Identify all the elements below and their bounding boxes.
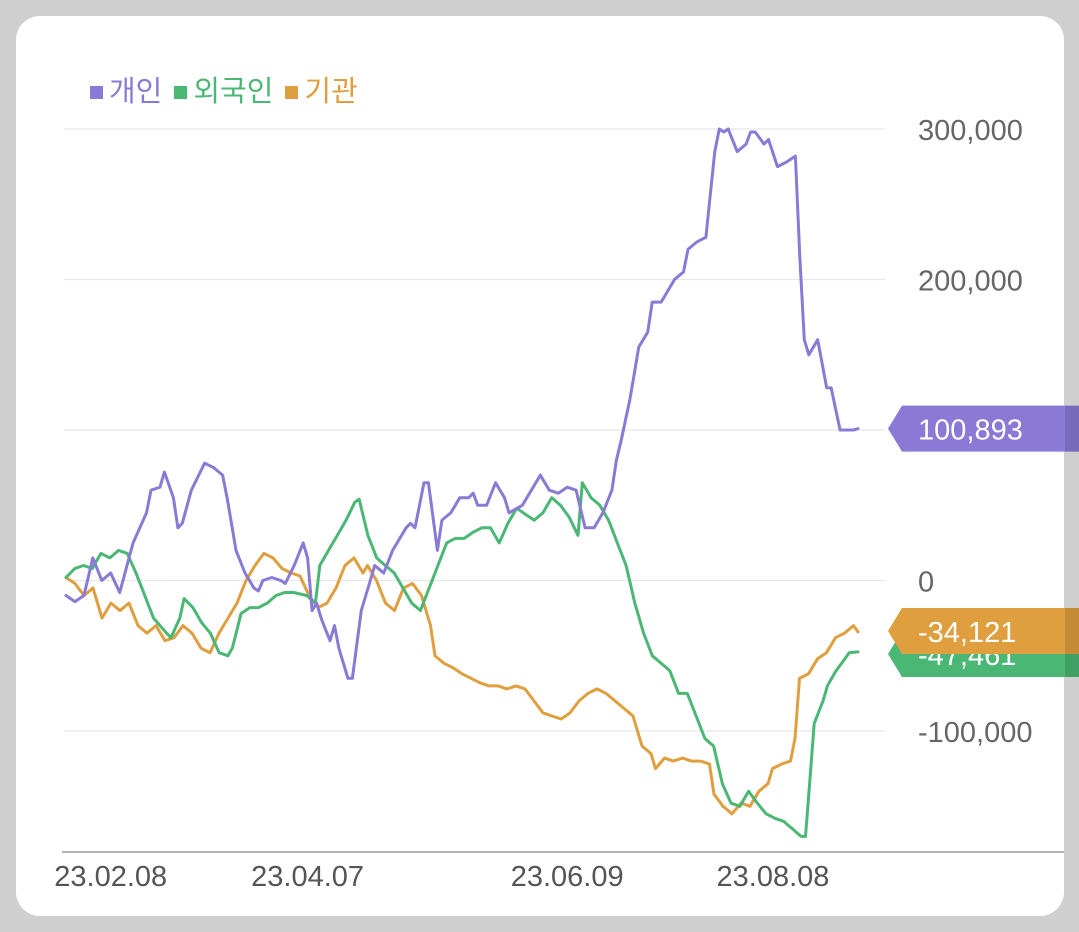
legend-label-institution: 기관 (304, 76, 358, 108)
y-tick-label: 300,000 (918, 115, 1023, 147)
institution-badge-edge (1065, 608, 1079, 654)
y-tick-label: 200,000 (918, 266, 1023, 298)
legend-label-individual: 개인 (109, 76, 163, 108)
y-tick-label: -100,000 (918, 717, 1033, 749)
legend-swatch-individual (90, 85, 103, 99)
legend-label-foreign: 외국인 (193, 76, 274, 108)
chart-card: 개인 외국인 기관 (16, 16, 1064, 916)
x-tick-label: 23.08.08 (717, 861, 830, 893)
institution-value-label: -34,121 (918, 617, 1016, 649)
legend-swatch-foreign (174, 85, 188, 99)
legend-item-individual: 개인 (90, 74, 162, 110)
x-tick-label: 23.04.07 (251, 861, 364, 893)
individual-badge-edge (1065, 405, 1079, 452)
series-line-0 (64, 127, 860, 680)
series-line-1 (64, 481, 860, 838)
series-line-2 (64, 551, 860, 816)
individual-value-label: 100,893 (918, 415, 1023, 447)
chart-legend: 개인 외국인 기관 (90, 74, 358, 110)
y-tick-label: 0 (918, 567, 934, 599)
legend-item-foreign: 외국인 (174, 74, 273, 110)
legend-swatch-institution (285, 85, 299, 99)
x-tick-label: 23.06.09 (511, 861, 624, 893)
individual-badge (888, 405, 1079, 452)
institution-badge (888, 608, 1079, 654)
legend-item-institution: 기관 (285, 74, 358, 110)
x-tick-label: 23.02.08 (54, 861, 167, 893)
